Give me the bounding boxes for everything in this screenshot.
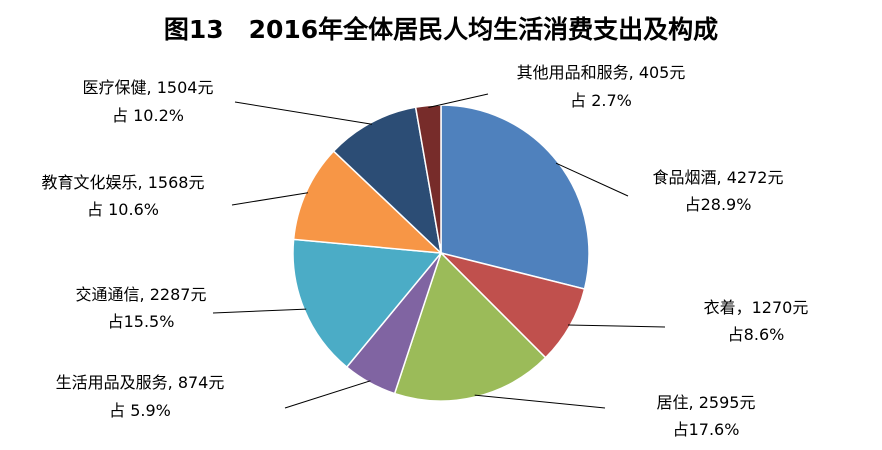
leader-line-1 [555, 162, 629, 197]
slice-percent-2: 占8.6% [728, 325, 785, 344]
pie-slice-7 [332, 106, 443, 256]
leader-line-6 [231, 192, 309, 206]
leader-line-7 [234, 101, 373, 125]
slice-percent-6: 占 10.6% [87, 200, 159, 219]
leader-line-5 [212, 308, 307, 314]
slice-label-5: 交通通信, 2287元 [76, 285, 207, 304]
pie-slice-6 [292, 150, 444, 254]
slice-label-8: 其他用品和服务, 405元 [517, 63, 686, 82]
leader-lines [212, 93, 666, 409]
pie-slice-1 [440, 104, 590, 290]
slice-label-7: 医疗保健, 1504元 [83, 78, 214, 97]
slice-label-6: 教育文化娱乐, 1568元 [42, 173, 205, 192]
leader-line-3 [474, 394, 606, 409]
slice-label-4: 生活用品及服务, 874元 [56, 373, 225, 392]
pie-slices [292, 104, 590, 402]
slice-percent-4: 占 5.9% [109, 401, 171, 420]
pie-slice-3 [393, 251, 547, 402]
slice-percent-3: 占17.6% [673, 420, 740, 439]
leader-line-8 [428, 93, 489, 108]
slice-percent-1: 占28.9% [685, 195, 752, 214]
slice-percent-8: 占 2.7% [570, 91, 632, 110]
slice-percent-5: 占15.5% [108, 312, 175, 331]
slice-label-2: 衣着，1270元 [704, 298, 809, 317]
chart-title: 图13 2016年全体居民人均生活消费支出及构成 [164, 15, 718, 44]
slice-label-3: 居住, 2595元 [657, 393, 756, 412]
slice-label-1: 食品烟酒, 4272元 [653, 168, 784, 187]
leader-line-4 [284, 380, 371, 409]
leader-line-2 [567, 324, 666, 328]
slice-percent-7: 占 10.2% [112, 106, 184, 125]
pie-slice-5 [292, 238, 443, 369]
